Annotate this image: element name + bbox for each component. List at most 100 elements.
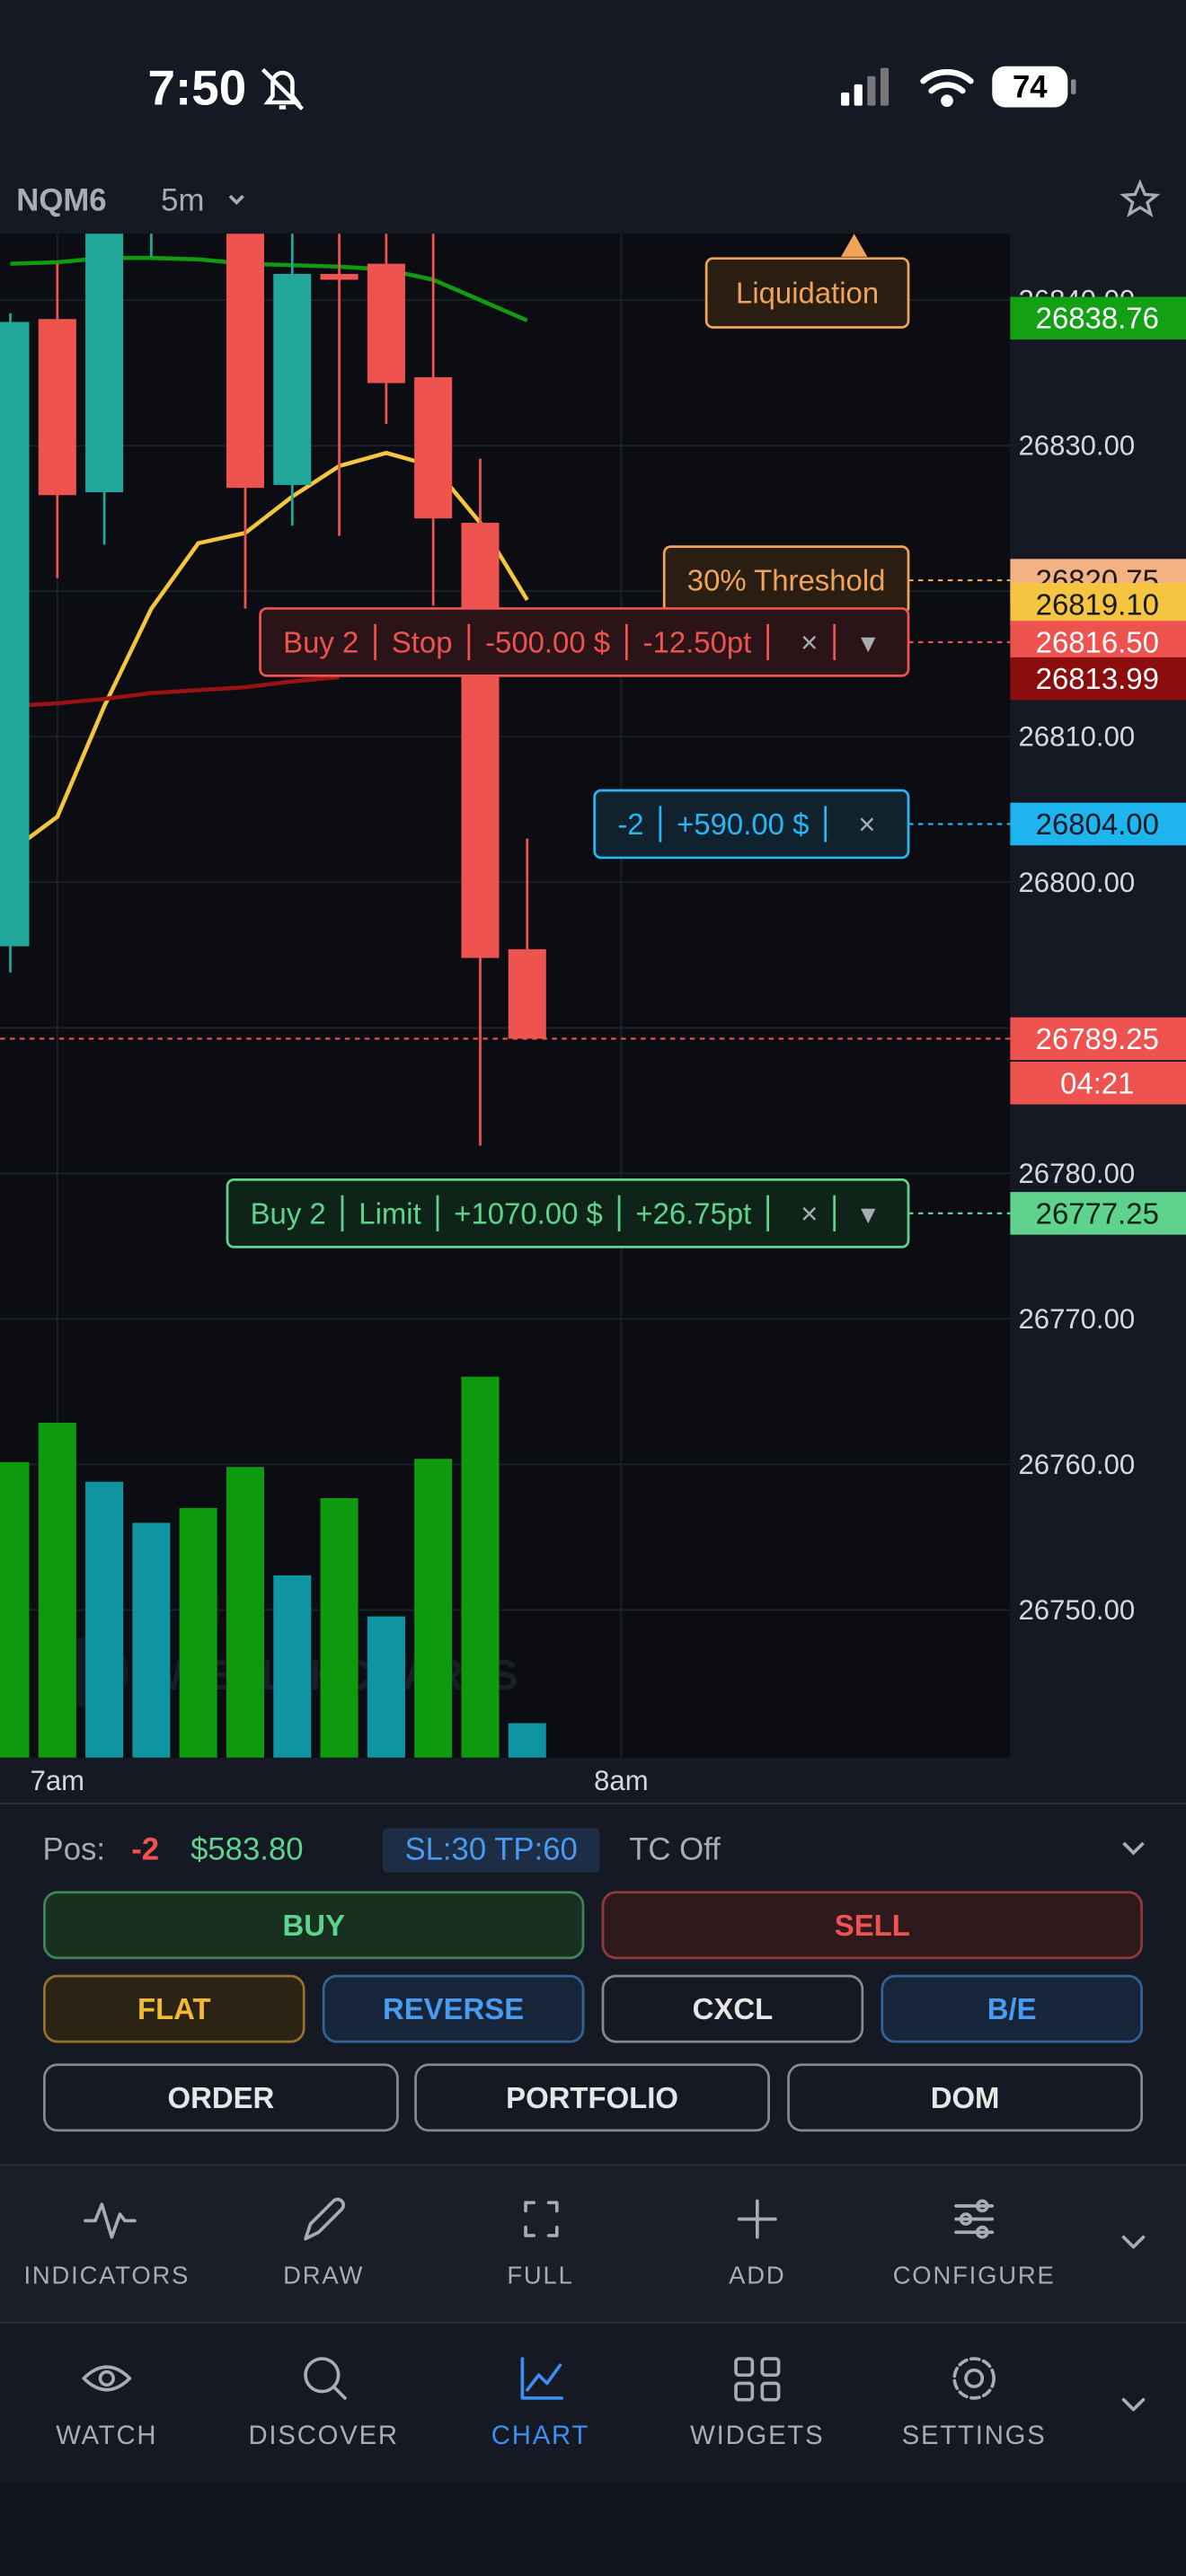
candle-body (273, 273, 312, 485)
button-label[interactable]: DOM (931, 2081, 1000, 2114)
volume-bar (273, 1575, 312, 1758)
mute-icon (261, 67, 305, 110)
pos-qty: -2 (131, 1832, 159, 1866)
price-tag (1010, 802, 1186, 846)
countdown-tag (1010, 1062, 1186, 1105)
price-tag (1010, 1192, 1186, 1235)
liquidation-box[interactable] (704, 257, 910, 329)
threshold-label: 30% Threshold (687, 564, 886, 597)
order-field: Limit (358, 1196, 420, 1230)
button[interactable] (42, 1891, 585, 1960)
price-tag-label: 26804.00 (1036, 807, 1159, 841)
buttons: BUY SELL FLAT REVERSE CXCL B/E ORDER PORTFOLIO D… (42, 1891, 1144, 2132)
liquidation-arrow (841, 234, 868, 257)
toolbar-label[interactable]: INDICATORS (23, 2261, 190, 2289)
candle-body (367, 263, 405, 384)
toolbar-label[interactable]: DRAW (283, 2261, 364, 2289)
nav-label[interactable]: CHART (491, 2422, 589, 2450)
y-tick-label: 26810.00 (1019, 721, 1136, 753)
order-control[interactable]: ▾ (861, 625, 876, 658)
button[interactable] (322, 1974, 585, 2043)
volume-bar (132, 1522, 171, 1758)
order-box[interactable]: Buy 2 Stop -500.00 $ -12.50pt × ▾ (259, 607, 910, 677)
toolbar-label[interactable]: FULL (507, 2261, 573, 2289)
button-label[interactable]: SELL (835, 1909, 910, 1942)
candle-body (461, 523, 500, 958)
button[interactable] (601, 1891, 1144, 1960)
interval[interactable]: 5m (161, 184, 204, 218)
toolbar (0, 2165, 1186, 2323)
y-tick-label: 26800.00 (1019, 867, 1136, 898)
home-area (0, 2483, 1186, 2576)
nav-label[interactable]: WATCH (56, 2422, 157, 2450)
order-control[interactable]: ▾ (861, 1196, 876, 1230)
nav-icons (82, 2357, 1146, 2412)
clock: 7:50 (148, 60, 247, 116)
nav-labels: INDICATORS DRAW FULL ADD CONFIGURE WATCH DISCO… (23, 2261, 1056, 2450)
order-field: Buy 2 (283, 625, 358, 658)
favorite-star[interactable] (1120, 179, 1161, 217)
candle-body (414, 377, 453, 519)
button-label[interactable]: PORTFOLIO (506, 2081, 678, 2114)
battery-icon (992, 66, 1068, 108)
order-control[interactable]: × (801, 1196, 818, 1230)
order-field: -2 (617, 807, 643, 841)
symbol[interactable]: NQM6 (16, 184, 106, 218)
price-tag (1010, 1017, 1186, 1061)
button[interactable] (787, 2063, 1144, 2132)
interval-chevron[interactable] (228, 194, 244, 206)
button[interactable] (42, 2063, 399, 2132)
button-label[interactable]: CXCL (693, 1992, 774, 2025)
price-tag-label: 26838.76 (1036, 302, 1159, 335)
button-label[interactable]: B/E (987, 1992, 1037, 2025)
button[interactable] (414, 2063, 770, 2132)
button[interactable] (881, 1974, 1144, 2043)
button[interactable] (42, 1974, 305, 2043)
button-label[interactable]: BUY (282, 1909, 345, 1942)
toolbar-label[interactable]: CONFIGURE (893, 2261, 1056, 2289)
x-tick-label: 8am (594, 1765, 648, 1796)
nav-label[interactable]: DISCOVER (248, 2422, 398, 2450)
candle-body (85, 234, 124, 493)
pos-label: Pos: (43, 1832, 105, 1866)
candle-body (226, 234, 265, 489)
battery-tip (1071, 79, 1076, 94)
button-label[interactable]: FLAT (137, 1992, 211, 2025)
collapse-chevron[interactable] (1122, 1841, 1145, 1856)
candle-body (508, 948, 546, 1039)
nav-label[interactable]: WIDGETS (690, 2422, 824, 2450)
volume-bar (414, 1459, 453, 1758)
order-control[interactable]: × (858, 807, 875, 841)
x-tick-label: 7am (31, 1765, 84, 1796)
tc-status[interactable]: TC Off (629, 1832, 721, 1866)
nav-label[interactable]: SETTINGS (902, 2422, 1047, 2450)
order-box[interactable]: -2 +590.00 $ × (593, 789, 910, 860)
liquidation-label[interactable]: Liquidation (736, 277, 879, 310)
nav-bar (0, 2322, 1186, 2483)
volume-bar (85, 1481, 124, 1758)
price-tag-label: 26816.50 (1036, 625, 1159, 658)
y-tick-label: 26750.00 (1019, 1594, 1136, 1626)
volume-bar (179, 1507, 217, 1758)
price-tag-label: 26819.10 (1036, 587, 1159, 621)
order-control[interactable]: × (801, 625, 818, 658)
plot-background (0, 234, 1011, 1758)
volume-bar (0, 1461, 30, 1758)
order-box[interactable]: 30% Threshold (662, 545, 910, 615)
plot-area: WEALTHCHARTS (0, 234, 1011, 1758)
button[interactable] (601, 1974, 864, 2043)
order-field: +590.00 $ (677, 807, 809, 841)
price-tag (1010, 621, 1186, 664)
order-field: +1070.00 $ (454, 1196, 603, 1230)
volume-bar (38, 1422, 76, 1758)
sltp[interactable]: SL:30 TP:60 (404, 1832, 577, 1866)
sltp-badge[interactable] (382, 1828, 600, 1873)
toolbar-label[interactable]: ADD (729, 2261, 785, 2289)
candle-body (38, 319, 76, 496)
button-label[interactable]: ORDER (168, 2081, 275, 2114)
price-tag-label: 26813.99 (1036, 662, 1159, 695)
candle-body (320, 273, 358, 280)
button-label[interactable]: REVERSE (383, 1992, 524, 2025)
order-box[interactable]: Buy 2 Limit +1070.00 $ +26.75pt × ▾ (226, 1178, 910, 1248)
